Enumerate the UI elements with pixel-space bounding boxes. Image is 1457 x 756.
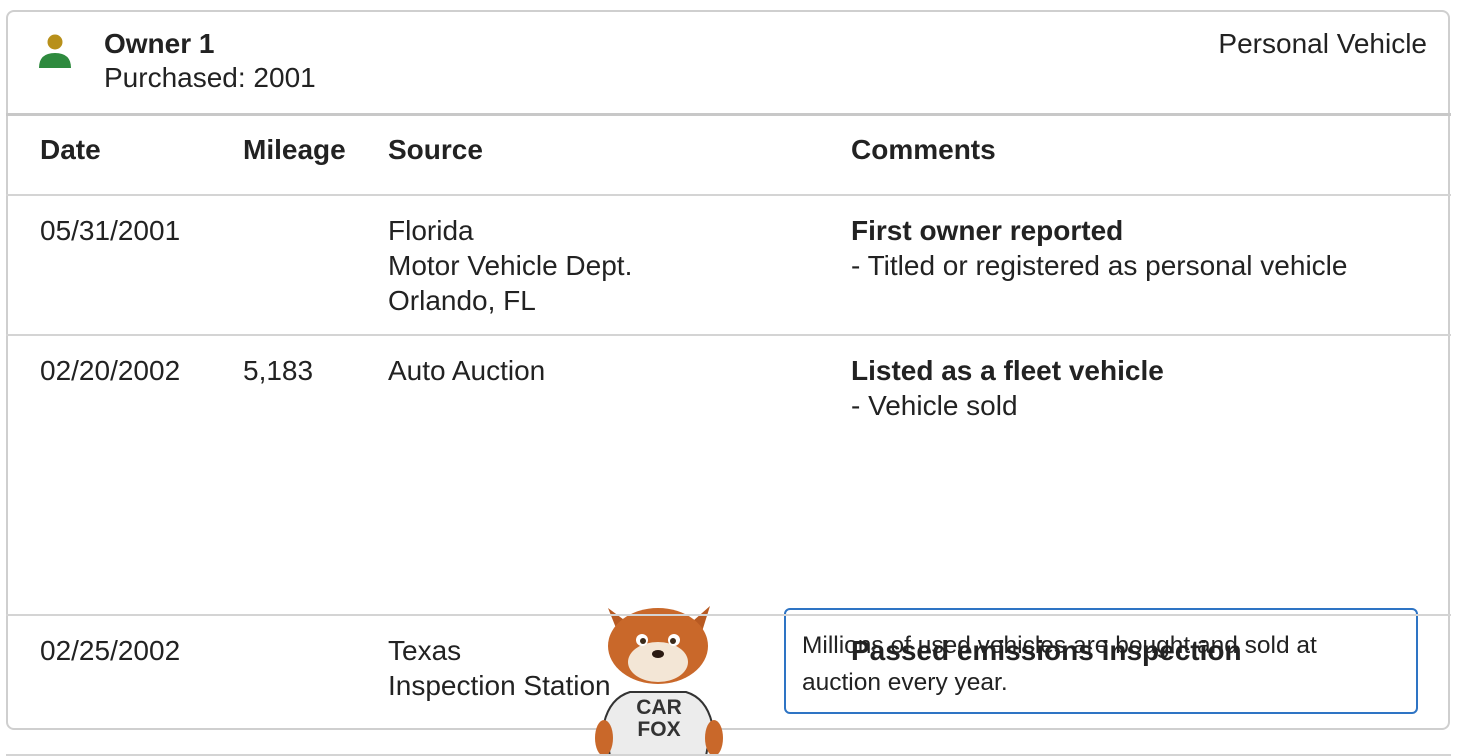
column-header: Source	[388, 132, 483, 167]
comment-title: Listed as a fleet vehicle	[851, 353, 1164, 388]
divider	[6, 113, 1451, 116]
page: {"header": {"owner": "Owner 1", "purchas…	[0, 0, 1457, 713]
owner-label: Owner 1	[104, 26, 214, 61]
mileage: 5,183	[243, 353, 313, 388]
column-header: Comments	[851, 132, 996, 167]
comment-item: - Vehicle sold	[851, 388, 1018, 423]
divider	[6, 334, 1451, 336]
column-header: Date	[40, 132, 101, 167]
shirt-text: FOX	[637, 718, 680, 741]
source-line: Inspection Station	[388, 668, 611, 703]
divider	[6, 614, 1451, 616]
source-line: Texas	[388, 633, 461, 668]
source-line: Florida	[388, 213, 474, 248]
column-header: Mileage	[243, 132, 346, 167]
divider	[6, 194, 1451, 196]
date: 02/20/2002	[40, 353, 180, 388]
purchased-label: Purchased: 2001	[104, 60, 316, 95]
vehicle-type: Personal Vehicle	[1218, 26, 1427, 61]
comment-item: - Titled or registered as personal vehic…	[851, 248, 1347, 283]
date: 05/31/2001	[40, 213, 180, 248]
comment-title: First owner reported	[851, 213, 1123, 248]
owner-icon	[38, 34, 74, 70]
source-line: Motor Vehicle Dept.	[388, 248, 632, 283]
date: 02/25/2002	[40, 633, 180, 668]
shirt-text: CAR	[636, 696, 682, 719]
source-line: Auto Auction	[388, 353, 545, 388]
source-line: Orlando, FL	[388, 283, 536, 318]
comment-title: Passed emissions inspection	[851, 633, 1242, 668]
